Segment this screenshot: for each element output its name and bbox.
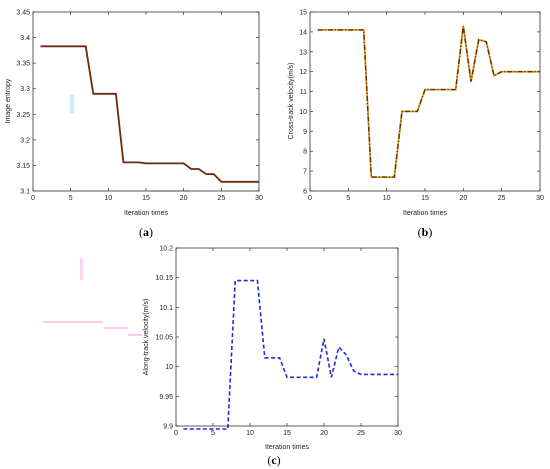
- y-tick-label: 10.15: [155, 275, 173, 282]
- y-tick-label: 9.9: [163, 424, 173, 431]
- x-tick-label: 15: [421, 195, 429, 202]
- x-tick-label: 30: [255, 195, 263, 202]
- y-axis-label: Along-track velocity(m/s): [143, 299, 150, 376]
- x-tick-label: 10: [104, 195, 112, 202]
- x-tick-label: 15: [283, 430, 291, 437]
- chart-panel-b: 0 5 10 15 20 25 30 6 7 8 9 10 11 12 13 14 15 Iteration …: [288, 10, 544, 240]
- y-tick-label: 14: [299, 29, 307, 36]
- y-tick-label: 3.3: [20, 86, 30, 93]
- x-tick-label: 25: [217, 195, 225, 202]
- plot-frame: [175, 247, 399, 427]
- x-tick-label: 20: [459, 195, 467, 202]
- series-line: [183, 279, 398, 430]
- x-tick-label: 30: [536, 195, 544, 202]
- y-tick-label: 10.1: [159, 305, 173, 312]
- y-tick-label: 10: [299, 109, 307, 116]
- x-axis-label: Iteration times: [124, 210, 168, 217]
- y-tick-label: 11: [300, 89, 307, 96]
- y-tick-label: 3.35: [16, 61, 30, 68]
- y-tick-label: 10: [165, 364, 173, 371]
- y-tick-label: 10.05: [155, 335, 173, 342]
- x-axis-label: Iteration times: [403, 210, 447, 217]
- x-axis: 0 5 10 15 20 25 30: [31, 12, 263, 202]
- y-tick-label: 10.2: [159, 246, 173, 253]
- x-tick-label: 10: [246, 430, 254, 437]
- series-group: [317, 25, 540, 179]
- series-line: [317, 25, 540, 178]
- y-tick-label: 9.95: [159, 394, 173, 401]
- panel-label: (b): [418, 225, 433, 239]
- chart-panel-a: 0 5 10 15 20 25 30 3.1 3.15 3.2 3.25 3.3 3.35 3.4 3.4…: [5, 10, 263, 240]
- x-tick-label: 10: [383, 195, 391, 202]
- series-line: [40, 45, 259, 183]
- y-tick-label: 3.25: [16, 112, 30, 119]
- y-tick-label: 3.15: [16, 163, 30, 170]
- x-tick-label: 20: [320, 430, 328, 437]
- y-axis-label: Cross-track velocity(m/s): [288, 62, 295, 139]
- y-tick-label: 3.4: [20, 35, 30, 42]
- x-tick-label: 5: [346, 195, 350, 202]
- y-tick-label: 8: [303, 149, 307, 156]
- x-tick-label: 30: [394, 430, 402, 437]
- series-group: [183, 279, 398, 430]
- x-tick-label: 25: [498, 195, 506, 202]
- y-tick-label: 13: [299, 49, 307, 56]
- series-group: [40, 45, 259, 183]
- panel-label: (c): [267, 453, 280, 467]
- x-axis: 0 5 10 15 20 25 30: [308, 12, 544, 202]
- y-tick-label: 6: [303, 189, 307, 196]
- y-tick-label: 3.2: [20, 137, 30, 144]
- plot-frame: [309, 11, 541, 192]
- y-axis: 6 7 8 9 10 11 12 13 14 15: [299, 10, 540, 196]
- x-axis: 0 5 10 15 20 25 30: [174, 248, 402, 437]
- y-axis-label: Image entropy: [5, 78, 12, 123]
- x-tick-label: 25: [357, 430, 365, 437]
- series-line-accent: [317, 25, 540, 179]
- x-tick-label: 0: [308, 195, 312, 202]
- y-tick-label: 9: [303, 129, 307, 136]
- chart-panel-c: 0 5 10 15 20 25 30 9.9 9.95 10 10.05 10.1 10.15 10.2…: [143, 246, 402, 468]
- x-tick-label: 0: [174, 430, 178, 437]
- x-tick-label: 5: [211, 430, 215, 437]
- y-tick-label: 7: [303, 169, 307, 176]
- x-tick-label: 15: [142, 195, 150, 202]
- y-tick-label: 3.1: [20, 189, 30, 196]
- y-axis: 3.1 3.15 3.2 3.25 3.3 3.35 3.4 3.45: [16, 10, 259, 196]
- panel-label: (a): [139, 225, 153, 239]
- x-tick-label: 20: [180, 195, 188, 202]
- x-tick-label: 0: [31, 195, 35, 202]
- y-tick-label: 15: [299, 10, 307, 17]
- y-tick-label: 12: [299, 69, 307, 76]
- y-tick-label: 3.45: [16, 10, 30, 17]
- x-tick-label: 5: [69, 195, 73, 202]
- x-axis-label: Iteration times: [265, 444, 309, 451]
- y-axis: 9.9 9.95 10 10.05 10.1 10.15 10.2: [155, 246, 398, 431]
